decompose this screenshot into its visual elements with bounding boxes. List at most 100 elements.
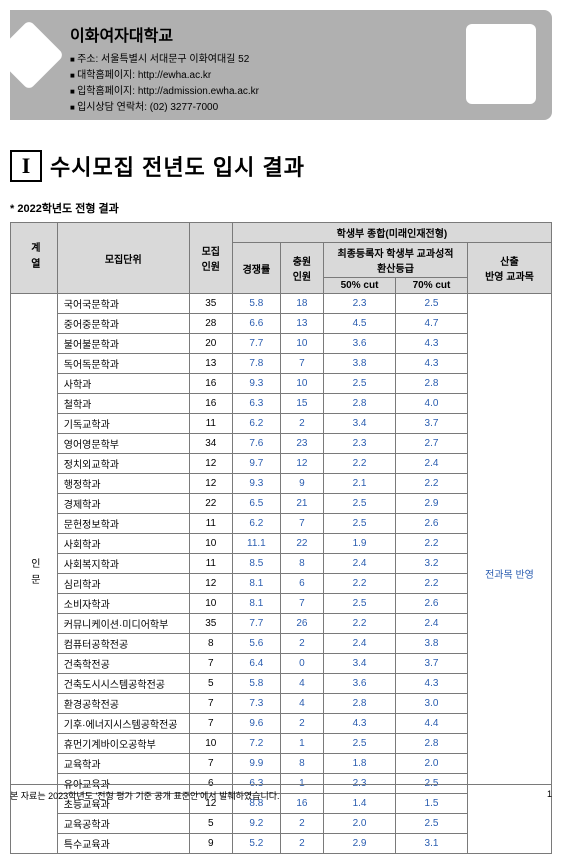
value-cell: 3.0 xyxy=(396,694,468,714)
value-cell: 2.6 xyxy=(396,594,468,614)
th-unit: 모집단위 xyxy=(57,223,189,294)
value-cell: 22 xyxy=(280,534,323,554)
unit-cell: 특수교육과 xyxy=(57,834,189,854)
value-cell: 3.6 xyxy=(324,674,396,694)
value-cell: 7 xyxy=(280,354,323,374)
value-cell: 3.7 xyxy=(396,654,468,674)
unit-cell: 교육공학과 xyxy=(57,814,189,834)
value-cell: 2 xyxy=(280,634,323,654)
value-cell: 2.9 xyxy=(396,494,468,514)
value-cell: 2.1 xyxy=(324,474,396,494)
value-cell: 8.1 xyxy=(232,594,280,614)
value-cell: 22 xyxy=(189,494,232,514)
unit-cell: 불어불문학과 xyxy=(57,334,189,354)
value-cell: 34 xyxy=(189,434,232,454)
value-cell: 2.6 xyxy=(396,514,468,534)
category-cell: 인문 xyxy=(11,294,58,854)
section-title: I 수시모집 전년도 입시 결과 xyxy=(10,150,552,182)
value-cell: 11 xyxy=(189,514,232,534)
value-cell: 10 xyxy=(189,734,232,754)
value-cell: 7 xyxy=(189,694,232,714)
value-cell: 8.5 xyxy=(232,554,280,574)
value-cell: 2.8 xyxy=(324,694,396,714)
value-cell: 3.4 xyxy=(324,414,396,434)
footer: 본 자료는 2023학년도 '전형 평가 기준 공개 표준안'에서 발췌하였습니… xyxy=(10,784,552,802)
value-cell: 11.1 xyxy=(232,534,280,554)
value-cell: 7 xyxy=(189,654,232,674)
unit-cell: 소비자학과 xyxy=(57,594,189,614)
value-cell: 2.4 xyxy=(324,554,396,574)
value-cell: 2.8 xyxy=(396,734,468,754)
value-cell: 2 xyxy=(280,814,323,834)
th-recruit: 모집 인원 xyxy=(189,223,232,294)
value-cell: 3.4 xyxy=(324,654,396,674)
value-cell: 10 xyxy=(189,534,232,554)
value-cell: 13 xyxy=(280,314,323,334)
header-banner: 이화여자대학교 주소: 서울특별시 서대문구 이화여대길 52 대학홈페이지: … xyxy=(10,10,552,120)
value-cell: 5 xyxy=(189,674,232,694)
th-category: 계열 xyxy=(11,223,58,294)
value-cell: 8 xyxy=(280,754,323,774)
address-line: 주소: 서울특별시 서대문구 이화여대길 52 xyxy=(70,52,542,68)
section-number: I xyxy=(10,150,42,182)
value-cell: 7.7 xyxy=(232,614,280,634)
value-cell: 2.3 xyxy=(324,434,396,454)
value-cell: 9 xyxy=(189,834,232,854)
value-cell: 2.5 xyxy=(324,514,396,534)
value-cell: 4.3 xyxy=(396,674,468,694)
th-rate: 경쟁률 xyxy=(232,243,280,294)
th-subj: 산출 반영 교과목 xyxy=(467,243,551,294)
value-cell: 2.4 xyxy=(396,454,468,474)
value-cell: 2.5 xyxy=(324,594,396,614)
value-cell: 4 xyxy=(280,694,323,714)
value-cell: 8 xyxy=(189,634,232,654)
value-cell: 4.3 xyxy=(396,354,468,374)
value-cell: 4.7 xyxy=(396,314,468,334)
value-cell: 6 xyxy=(280,574,323,594)
value-cell: 6.4 xyxy=(232,654,280,674)
value-cell: 7.6 xyxy=(232,434,280,454)
value-cell: 2.2 xyxy=(324,574,396,594)
unit-cell: 휴먼기계바이오공학부 xyxy=(57,734,189,754)
value-cell: 21 xyxy=(280,494,323,514)
university-name: 이화여자대학교 xyxy=(70,22,542,46)
value-cell: 9.7 xyxy=(232,454,280,474)
value-cell: 13 xyxy=(189,354,232,374)
value-cell: 2.8 xyxy=(324,394,396,414)
unit-cell: 환경공학전공 xyxy=(57,694,189,714)
value-cell: 6.2 xyxy=(232,514,280,534)
value-cell: 2.5 xyxy=(396,814,468,834)
unit-cell: 심리학과 xyxy=(57,574,189,594)
value-cell: 11 xyxy=(189,414,232,434)
info-list: 주소: 서울특별시 서대문구 이화여대길 52 대학홈페이지: http://e… xyxy=(70,52,542,116)
results-table: 계열 모집단위 모집 인원 학생부 종합(미래인재전형) 경쟁률 충원 인원 최… xyxy=(10,222,552,854)
value-cell: 9 xyxy=(280,474,323,494)
value-cell: 35 xyxy=(189,614,232,634)
value-cell: 2.2 xyxy=(324,614,396,634)
unit-cell: 기독교학과 xyxy=(57,414,189,434)
th-cut70: 70% cut xyxy=(396,278,468,294)
value-cell: 6.5 xyxy=(232,494,280,514)
value-cell: 4.4 xyxy=(396,714,468,734)
unit-cell: 기후·에너지시스템공학전공 xyxy=(57,714,189,734)
value-cell: 5 xyxy=(189,814,232,834)
th-conv: 최종등록자 학생부 교과성적 환산등급 xyxy=(324,243,468,278)
table-row: 인문국어국문학과355.8182.32.5전과목 반영 xyxy=(11,294,552,314)
value-cell: 20 xyxy=(189,334,232,354)
value-cell: 6.2 xyxy=(232,414,280,434)
th-cut50: 50% cut xyxy=(324,278,396,294)
value-cell: 5.2 xyxy=(232,834,280,854)
value-cell: 12 xyxy=(189,454,232,474)
value-cell: 6.6 xyxy=(232,314,280,334)
value-cell: 12 xyxy=(280,454,323,474)
value-cell: 2.2 xyxy=(396,474,468,494)
footer-text: 본 자료는 2023학년도 '전형 평가 기준 공개 표준안'에서 발췌하였습니… xyxy=(10,789,280,802)
value-cell: 7.3 xyxy=(232,694,280,714)
value-cell: 5.8 xyxy=(232,674,280,694)
reflect-cell: 전과목 반영 xyxy=(467,294,551,854)
value-cell: 1.9 xyxy=(324,534,396,554)
value-cell: 8.1 xyxy=(232,574,280,594)
value-cell: 3.6 xyxy=(324,334,396,354)
value-cell: 18 xyxy=(280,294,323,314)
value-cell: 3.2 xyxy=(396,554,468,574)
